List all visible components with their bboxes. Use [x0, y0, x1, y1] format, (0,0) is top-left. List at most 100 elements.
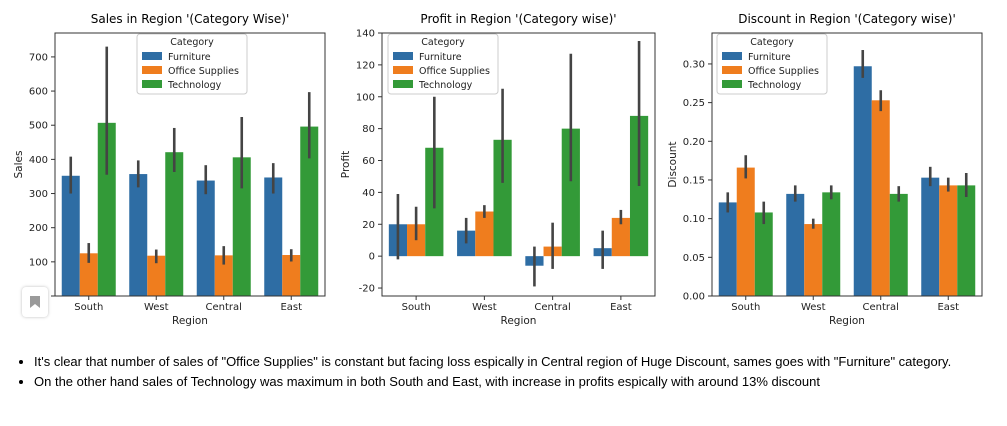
bar-office-supplies [475, 211, 494, 257]
x-tick-label: East [280, 302, 302, 313]
legend-label: Office Supplies [748, 66, 819, 77]
bar-office-supplies [79, 253, 98, 296]
legend-label: Furniture [748, 52, 791, 63]
bar-office-supplies [871, 100, 890, 296]
legend-box [716, 33, 828, 95]
y-tick-label: 40 [362, 188, 375, 199]
bar-office-supplies [214, 255, 233, 296]
y-tick-label: 0.30 [683, 59, 705, 70]
bookmark-button[interactable] [22, 287, 48, 317]
bar-furniture [129, 174, 148, 296]
y-tick-label: 200 [29, 223, 48, 234]
legend-title: Category [750, 37, 794, 48]
legend-swatch [722, 52, 742, 60]
note-item: On the other hand sales of Technology wa… [34, 372, 1007, 392]
bar-office-supplies [611, 217, 630, 257]
bar-technology [561, 128, 580, 257]
y-tick-label: 400 [29, 155, 48, 166]
bar-office-supplies [147, 255, 166, 296]
y-axis-label: Sales [13, 151, 25, 179]
y-tick-label: 0.00 [683, 292, 705, 303]
legend-title: Category [421, 37, 465, 48]
x-axis-label: Region [501, 315, 537, 327]
y-tick-label: 100 [356, 92, 375, 103]
y-axis-label: Discount [667, 141, 679, 187]
x-tick-label: Central [863, 302, 899, 313]
legend-label: Office Supplies [168, 66, 239, 77]
legend-label: Technology [418, 80, 473, 91]
x-tick-label: South [731, 302, 760, 313]
legend-swatch [722, 66, 742, 74]
bar-furniture [61, 175, 80, 296]
y-tick-label: 0.05 [683, 253, 705, 264]
y-axis-label: Profit [340, 151, 352, 178]
y-tick-label: 120 [356, 60, 375, 71]
y-tick-label: 0.20 [683, 137, 705, 148]
legend-swatch [393, 80, 413, 88]
bar-furniture [921, 177, 940, 296]
legend-label: Technology [747, 80, 802, 91]
chart-title: Profit in Region '(Category wise)' [420, 12, 616, 26]
chart-title: Sales in Region '(Category Wise)' [91, 12, 290, 26]
bar-office-supplies [804, 224, 823, 296]
bar-technology [957, 185, 976, 296]
observation-notes: It's clear that number of sales of "Offi… [14, 352, 1007, 392]
y-tick-label: 600 [29, 87, 48, 98]
x-tick-label: West [801, 302, 826, 313]
bar-technology [165, 152, 184, 296]
bar-technology [822, 192, 841, 296]
bar-furniture [718, 202, 737, 296]
bar-furniture [264, 177, 283, 296]
y-tick-label: 500 [29, 121, 48, 132]
bar-technology [754, 212, 773, 296]
bar-technology [300, 126, 319, 297]
plot-frame [711, 32, 983, 297]
legend-swatch [142, 52, 162, 60]
y-tick-label: 0 [369, 252, 375, 263]
bar-technology [493, 139, 512, 257]
chart-title: Discount in Region '(Category wise)' [738, 12, 956, 26]
bar-office-supplies [736, 167, 755, 296]
bookmark-icon [30, 296, 40, 308]
y-tick-label: 100 [29, 257, 48, 268]
y-tick-label: 80 [362, 124, 375, 135]
y-tick-label: 60 [362, 156, 375, 167]
legend-box [387, 33, 499, 95]
legend-swatch [142, 80, 162, 88]
bar-furniture [786, 193, 805, 296]
y-tick-label: 300 [29, 189, 48, 200]
x-tick-label: East [610, 302, 632, 313]
legend-swatch [142, 66, 162, 74]
charts-figure: Sales in Region '(Category Wise)'0100200… [13, 12, 983, 327]
x-tick-label: East [937, 302, 959, 313]
y-tick-label: 20 [362, 220, 375, 231]
bar-technology [97, 122, 116, 297]
x-tick-label: South [74, 302, 103, 313]
y-tick-label: 0.25 [683, 98, 705, 109]
x-tick-label: South [402, 302, 431, 313]
y-tick-label: 700 [29, 52, 48, 63]
bar-office-supplies [939, 185, 958, 296]
bar-furniture [853, 66, 872, 296]
bar-furniture [196, 180, 215, 296]
x-tick-label: Central [206, 302, 242, 313]
x-tick-label: Central [534, 302, 570, 313]
y-tick-label: 140 [356, 29, 375, 40]
y-tick-label: -20 [359, 284, 375, 295]
legend-label: Furniture [168, 52, 211, 63]
plot-frame [54, 32, 326, 297]
x-tick-label: West [472, 302, 497, 313]
bar-technology [889, 193, 908, 296]
legend-label: Technology [167, 80, 222, 91]
bar-office-supplies [282, 255, 301, 296]
legend-swatch [393, 66, 413, 74]
legend-box [136, 33, 248, 95]
y-tick-label: 0.10 [683, 214, 705, 225]
x-axis-label: Region [829, 315, 865, 327]
legend-swatch [722, 80, 742, 88]
x-axis-label: Region [172, 315, 208, 327]
legend-title: Category [170, 37, 214, 48]
legend-label: Office Supplies [419, 66, 490, 77]
bar-technology [232, 157, 251, 296]
legend-label: Furniture [419, 52, 462, 63]
